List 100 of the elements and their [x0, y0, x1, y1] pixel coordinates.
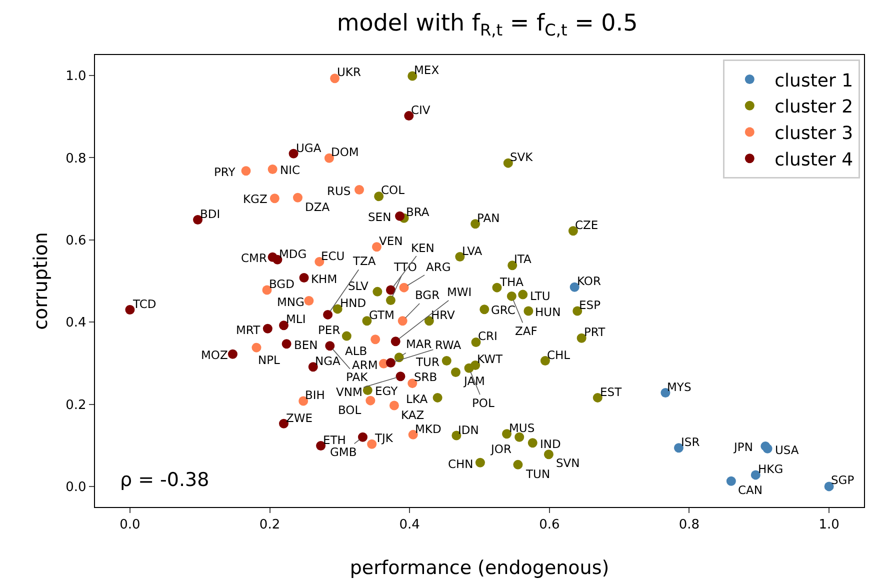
annotation: ρ = -0.38: [120, 469, 210, 491]
annotation: EGY: [375, 384, 399, 398]
x-tick-label: 1.0: [818, 518, 840, 533]
point: [475, 458, 485, 468]
x-tick-label: 0.6: [539, 518, 560, 533]
annotation: RWA: [435, 338, 462, 352]
annotation: MEX: [414, 63, 440, 77]
legend-label: cluster 4: [774, 149, 854, 170]
annotation: BOL: [338, 403, 362, 417]
point: [288, 148, 298, 158]
point: [570, 282, 580, 292]
annotation: ARG: [426, 260, 451, 274]
annotation: HND: [340, 296, 366, 310]
annotation: DOM: [331, 145, 359, 159]
annotation: CHN: [448, 457, 474, 471]
annotation: CAN: [738, 483, 762, 497]
point: [576, 333, 586, 343]
annotation: USA: [775, 443, 799, 457]
point: [492, 282, 502, 292]
annotation: LTU: [530, 289, 550, 303]
annotation: ITA: [514, 252, 532, 266]
annotation: TUN: [525, 467, 550, 481]
point: [324, 153, 334, 163]
point: [358, 432, 368, 442]
annotation: EST: [600, 385, 623, 399]
y-tick-label: 0.2: [66, 398, 86, 413]
point: [366, 396, 376, 406]
annotation: VEN: [379, 234, 403, 248]
x-tick-label: 0.4: [399, 518, 420, 533]
point: [386, 296, 396, 306]
annotation: LKA: [406, 392, 428, 406]
point: [450, 367, 460, 377]
annotation: KEN: [411, 241, 434, 255]
point: [389, 400, 399, 410]
point: [386, 358, 396, 368]
annotation: KOR: [577, 274, 601, 288]
point: [750, 470, 760, 480]
annotation: SVN: [556, 456, 580, 470]
annotation: JPN: [733, 440, 753, 454]
annotation: MYS: [667, 380, 692, 394]
annotation: TJK: [374, 431, 394, 445]
annotation: BIH: [305, 388, 325, 402]
point: [480, 304, 490, 314]
annotation: MKD: [415, 422, 442, 436]
annotation: ESP: [579, 298, 601, 312]
point: [386, 285, 396, 295]
annotation: CRI: [478, 329, 498, 343]
point: [442, 356, 452, 366]
annotation: GTM: [369, 308, 394, 322]
point: [304, 296, 314, 306]
x-tick-label: 0.8: [678, 518, 700, 533]
x-tick-label: 0.0: [120, 518, 140, 533]
point: [395, 211, 405, 221]
point: [408, 430, 418, 440]
annotation: NPL: [258, 353, 281, 367]
annotation: ZWE: [286, 411, 313, 425]
point: [399, 282, 409, 292]
point: [193, 215, 203, 225]
annotation: HKG: [758, 462, 784, 476]
point: [455, 252, 465, 262]
annotation: ECU: [321, 249, 345, 263]
point: [524, 306, 534, 316]
point: [282, 339, 292, 349]
y-tick-label: 0.8: [66, 151, 86, 166]
annotation: HUN: [535, 305, 561, 319]
annotation: CIV: [411, 103, 430, 117]
annotation: TZA: [352, 254, 376, 268]
point: [228, 349, 238, 359]
point: [362, 386, 372, 396]
annotation: DZA: [305, 200, 330, 214]
point: [506, 291, 516, 301]
annotation: SGP: [831, 473, 854, 487]
annotation: MNG: [277, 295, 304, 309]
point: [370, 334, 380, 344]
annotation: SEN: [368, 210, 392, 224]
annotation: SLV: [348, 279, 368, 293]
point: [332, 304, 342, 314]
point: [330, 74, 340, 84]
annotation: BRA: [406, 205, 430, 219]
point: [316, 441, 326, 451]
point: [241, 166, 251, 176]
annotation: PAN: [477, 211, 500, 225]
point: [323, 310, 333, 320]
annotation: ALB: [345, 344, 368, 358]
annotation: BEN: [294, 338, 318, 352]
annotation: PRY: [214, 165, 236, 179]
point: [726, 476, 736, 486]
annotation: CMR: [241, 251, 267, 265]
annotation: RUS: [327, 184, 351, 198]
y-tick-label: 1.0: [66, 69, 86, 84]
point: [544, 450, 554, 460]
annotation: KHM: [311, 272, 338, 286]
annotation: UKR: [337, 65, 361, 79]
annotation: GMB: [330, 445, 357, 459]
x-axis-title: performance (endogenous): [350, 557, 610, 580]
point: [268, 164, 278, 174]
y-tick-label: 0.0: [66, 480, 86, 495]
point: [279, 320, 288, 330]
point: [299, 272, 309, 282]
point: [262, 285, 272, 295]
